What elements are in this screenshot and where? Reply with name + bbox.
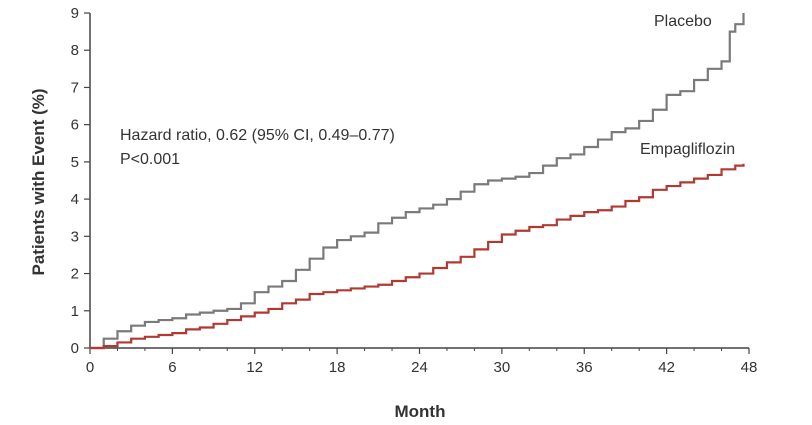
y-tick-label: 5 bbox=[71, 154, 79, 171]
x-tick-label: 18 bbox=[329, 359, 346, 376]
y-tick-label: 6 bbox=[71, 117, 79, 134]
y-axis-title: Patients with Event (%) bbox=[29, 88, 48, 275]
y-tick-label: 4 bbox=[71, 191, 79, 208]
axes bbox=[89, 13, 749, 349]
y-tick-label: 2 bbox=[71, 266, 79, 283]
series-line-empagliflozin bbox=[90, 163, 745, 350]
x-axis-title: Month bbox=[395, 402, 446, 421]
series-line-placebo bbox=[90, 13, 745, 350]
y-tick-label: 3 bbox=[71, 228, 79, 245]
y-tick-label: 9 bbox=[71, 5, 79, 22]
y-tick-label: 8 bbox=[71, 42, 79, 59]
hazard-ratio-annotation: Hazard ratio, 0.62 (95% CI, 0.49–0.77) bbox=[120, 127, 395, 144]
y-axis-ticks: 0 1 2 3 4 5 6 7 8 9 bbox=[71, 5, 90, 357]
y-tick-label: 1 bbox=[71, 303, 79, 320]
x-axis-ticks: 0 6 12 18 24 30 36 42 48 bbox=[86, 348, 758, 376]
series-label-empagliflozin: Empagliflozin bbox=[640, 141, 735, 158]
x-tick-label: 24 bbox=[411, 359, 428, 376]
y-tick-label: 7 bbox=[71, 79, 79, 96]
x-tick-label: 6 bbox=[168, 359, 176, 376]
x-tick-label: 36 bbox=[576, 359, 593, 376]
x-tick-label: 0 bbox=[86, 359, 94, 376]
y-tick-label: 0 bbox=[71, 340, 79, 357]
series-layer bbox=[90, 13, 745, 350]
p-value-annotation: P<0.001 bbox=[120, 151, 180, 168]
x-tick-label: 30 bbox=[494, 359, 511, 376]
series-label-placebo: Placebo bbox=[654, 13, 712, 30]
x-tick-label: 12 bbox=[246, 359, 263, 376]
x-tick-label: 48 bbox=[741, 359, 758, 376]
x-tick-label: 42 bbox=[658, 359, 675, 376]
